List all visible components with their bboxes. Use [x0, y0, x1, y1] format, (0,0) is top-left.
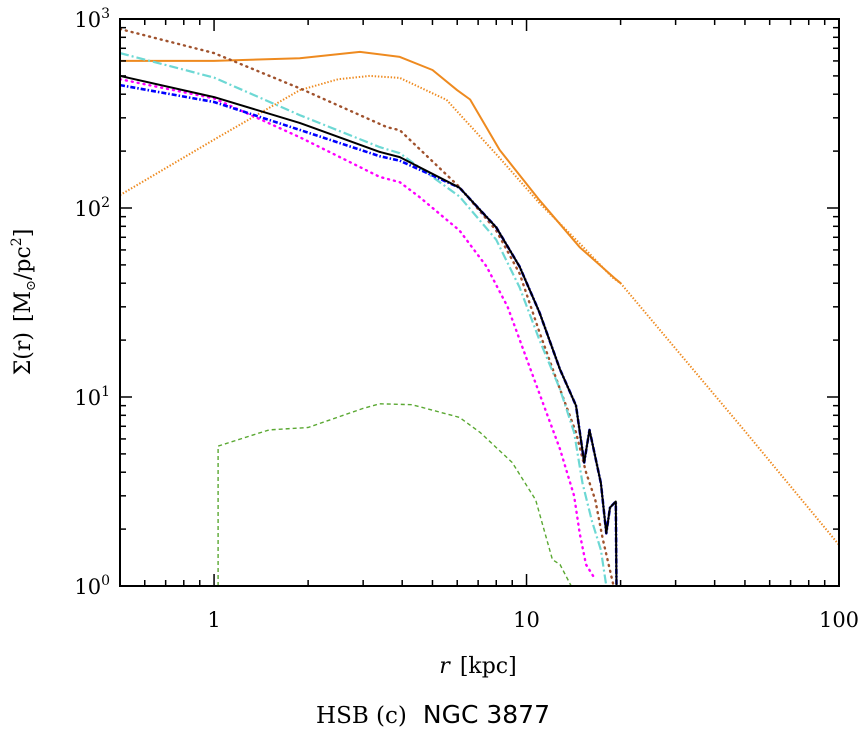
series-line-7-solid: [120, 74, 618, 586]
series-layer: [120, 27, 839, 586]
y-tick-label: 100: [74, 573, 110, 599]
x-axis-var: r: [439, 654, 451, 679]
caption-galaxy-name: NGC 3877: [423, 700, 550, 729]
y-tick-label: 102: [74, 195, 110, 221]
y-tick-base: 10: [74, 386, 101, 410]
x-tick-label: 100: [819, 608, 859, 632]
y-axis-unit-sup: 2: [9, 237, 25, 246]
y-tick-label: 103: [74, 6, 110, 32]
y-axis-unit-open: [M: [11, 291, 36, 322]
tick-layer: [119, 18, 840, 587]
series-line-8-dashed: [217, 403, 572, 586]
y-axis-symbol: Σ(r): [11, 332, 36, 375]
y-axis-unit-rest: /pc: [11, 246, 36, 280]
series-line-2-solid: [120, 50, 622, 284]
series-line-3-dotted: [120, 27, 615, 586]
series-line-1-dotted-fine: [120, 74, 839, 546]
series-line-6-dashdot-dense: [120, 83, 618, 586]
y-tick-exponent: 3: [101, 6, 110, 22]
y-axis-unit-close: ]: [11, 229, 36, 238]
y-tick-label: 101: [74, 384, 110, 410]
y-tick-exponent: 0: [101, 573, 110, 589]
series-line-5-dotted: [120, 78, 596, 580]
y-axis-unit-sun: ⊙: [24, 280, 39, 291]
x-tick-label: 10: [513, 608, 540, 632]
x-axis-unit: [kpc]: [460, 654, 517, 679]
x-tick-label: 1: [207, 608, 220, 632]
y-tick-base: 10: [74, 8, 101, 32]
chart-caption: HSB (c) NGC 3877: [316, 700, 550, 729]
y-axis-title: Σ(r) [M⊙/pc2]: [9, 229, 39, 376]
x-axis-title: r [kpc]: [439, 654, 516, 679]
caption-prefix: HSB (c): [316, 703, 407, 729]
y-tick-exponent: 2: [101, 195, 110, 211]
y-tick-exponent: 1: [101, 384, 110, 400]
plot-frame: [119, 18, 840, 587]
series-line-4-dashdot: [120, 52, 608, 586]
y-tick-base: 10: [74, 197, 101, 221]
y-tick-base: 10: [74, 575, 101, 599]
